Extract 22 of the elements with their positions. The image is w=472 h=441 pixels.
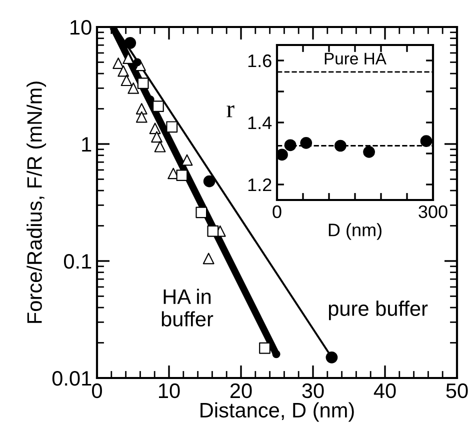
x-axis-title: Distance, D (nm)	[200, 402, 354, 422]
ref-line-label: Pure HA	[324, 52, 386, 65]
y-axis-title: r	[226, 105, 234, 118]
x-tick-label: 30	[302, 383, 324, 398]
annotation: pure buffer	[328, 300, 428, 320]
y-tick-label: 10	[70, 20, 92, 35]
annotation: HA in buffer	[162, 288, 214, 326]
y-tick-label: 1.2	[248, 178, 272, 192]
y-tick-label: 1.4	[248, 116, 272, 130]
x-tick-label: 300	[418, 205, 448, 218]
y-tick-label: 1	[82, 137, 92, 152]
x-tick-label: 50	[446, 383, 468, 398]
x-tick-label: 0	[92, 383, 102, 398]
y-axis-title: Force/Radius, F/R (mN/m)	[26, 82, 46, 323]
x-axis-title: D (nm)	[328, 223, 382, 240]
x-tick-label: 40	[374, 383, 396, 398]
x-tick-label: 0	[272, 205, 282, 218]
x-tick-label: 10	[159, 383, 180, 398]
y-tick-label: 0.01	[52, 371, 92, 386]
x-tick-label: 20	[230, 383, 252, 398]
y-tick-label: 0.1	[64, 254, 92, 269]
y-tick-label: 1.6	[248, 54, 272, 68]
